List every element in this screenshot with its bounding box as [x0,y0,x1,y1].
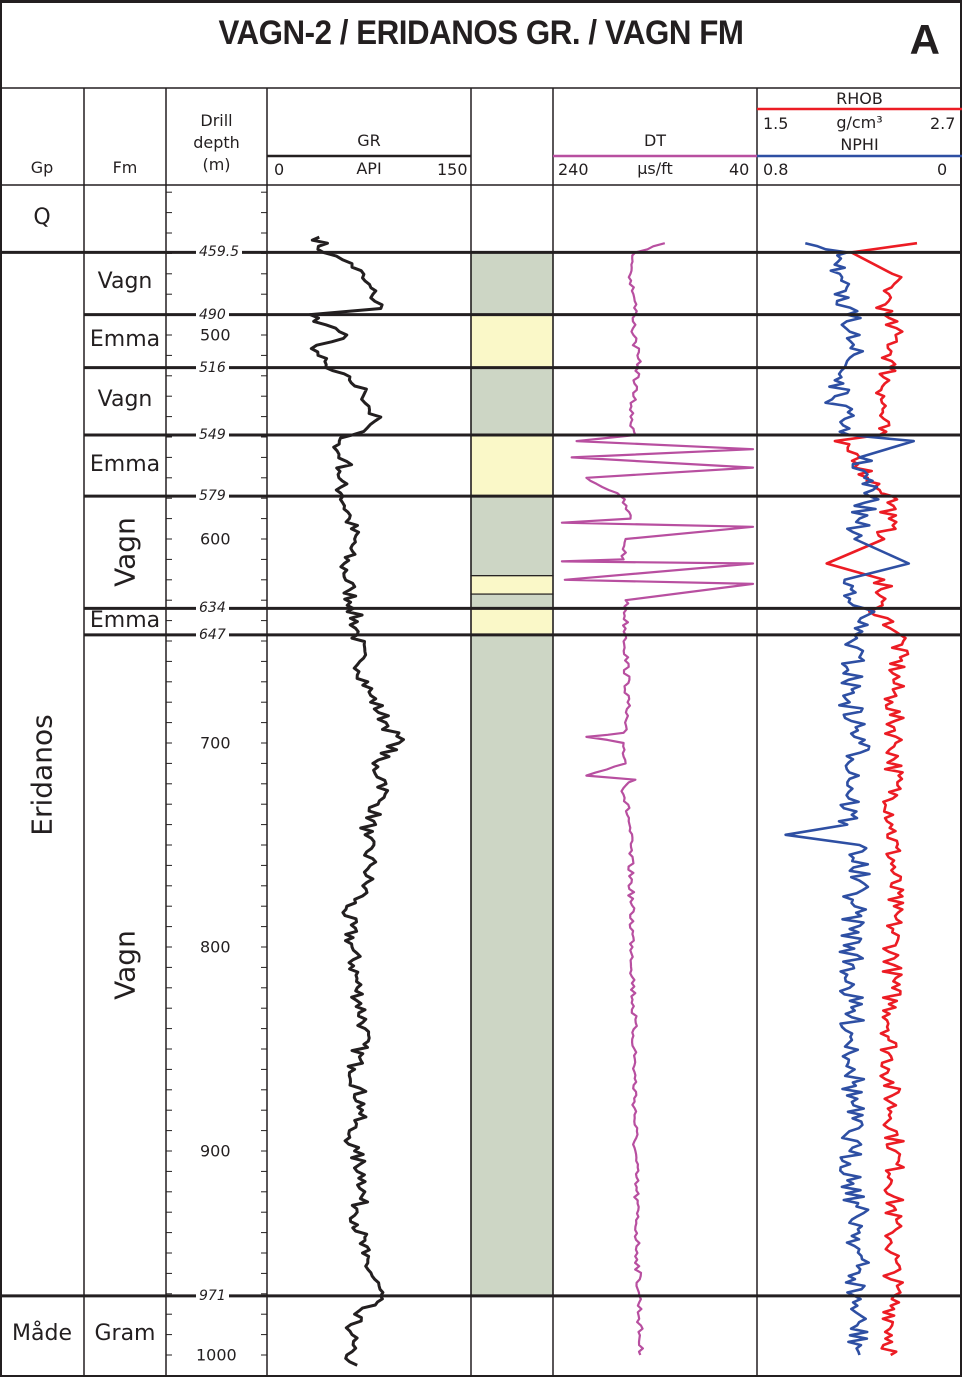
formation-top-label: 634 [196,600,229,617]
formation-label: Vagn [108,517,142,588]
formation-label: Vagn [97,387,153,413]
header-rhob-min: 1.5 [763,114,789,133]
formation-top-label: 549 [196,426,229,443]
header-gr-max: 150 [437,160,468,179]
formation-top-label: 516 [196,359,229,376]
formation-label: Vagn [97,269,153,295]
formation-top-label: 459.5 [196,244,243,261]
curve-nphi [784,241,916,1356]
header-depth-line2: depth [193,133,240,152]
lithology-shale [470,634,554,1297]
header-dt-max: 40 [729,160,750,179]
header-rhob-unit: g/cm³ [836,113,883,132]
formation-label: Gram [94,1321,156,1347]
depth-label: 900 [200,1141,231,1161]
formation-label: Emma [89,607,161,633]
lithology-sand [470,314,554,369]
header-dt-name: DT [643,131,667,150]
header-gr-name: GR [357,131,381,150]
header-nphi-max: 0 [937,160,948,179]
formation-top-label: 971 [196,1287,229,1304]
header-gr-unit: API [356,159,382,178]
curve-gr [308,235,405,1367]
lithology-sand [470,434,554,497]
header-dt-unit: µs/ft [637,159,673,178]
lithology-shale [470,593,554,609]
depth-label: 500 [200,325,231,345]
panel-letter: A [909,16,940,63]
depth-label: 700 [200,733,231,753]
lithology-shale [470,367,554,436]
curve-dt [560,242,755,1356]
header-nphi-min: 0.8 [763,160,789,179]
header-rhob-max: 2.7 [930,114,956,133]
lithology-sand [470,575,554,595]
group-label: Måde [12,1321,72,1347]
formation-label: Emma [89,451,161,477]
formation-top-label: 579 [196,488,229,505]
formation-top-label: 490 [196,306,229,323]
figure-title: VAGN-2 / ERIDANOS GR. / VAGN FM [218,14,744,52]
formation-label: Emma [89,327,161,353]
curve-rhob [825,241,918,1357]
group-label: Eridanos [25,714,59,836]
header-gp: Gp [30,158,54,177]
lithology-shale [470,251,554,316]
header-rhob-name: RHOB [836,89,883,108]
lithology-shale [470,495,554,577]
depth-label: 800 [200,937,231,957]
formation-top-label: 647 [196,626,229,643]
formation-label: Vagn [108,930,142,1000]
header-depth: Drill depth (m) [166,110,267,176]
header-fm: Fm [112,158,138,177]
header-gr-min: 0 [274,160,285,179]
depth-label: 1000 [196,1345,237,1365]
header-depth-line3: (m) [202,155,231,174]
header-nphi-name: NPHI [840,135,879,154]
group-label: Q [33,204,51,230]
header-dt-min: 240 [558,160,589,179]
lithology-sand [470,607,554,636]
header-depth-line1: Drill [200,111,233,130]
depth-label: 600 [200,529,231,549]
